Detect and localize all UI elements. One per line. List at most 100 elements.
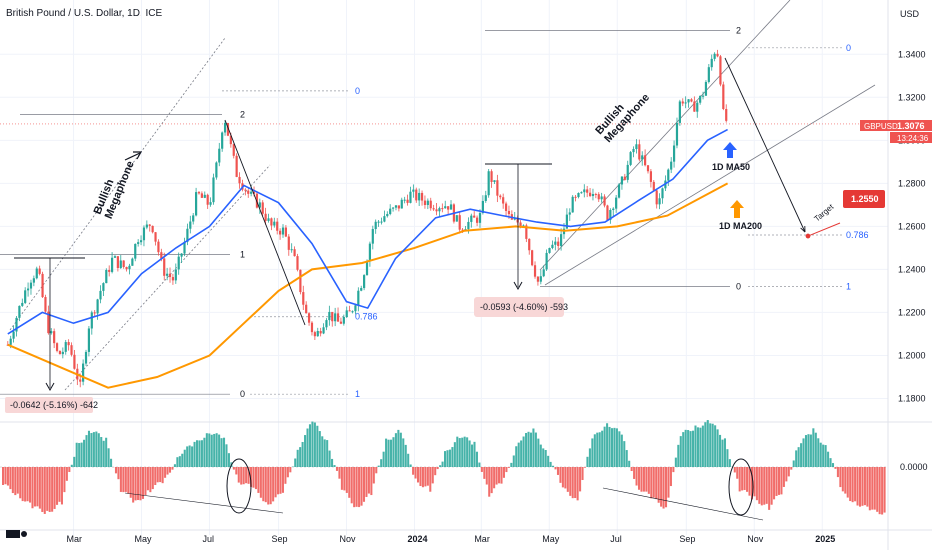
candle-body — [142, 227, 146, 241]
candle-body — [209, 202, 212, 205]
y-tick-label: 1.1800 — [898, 393, 926, 403]
histogram-bar — [436, 467, 439, 470]
histogram-bar — [308, 424, 311, 467]
histogram-bar — [205, 433, 208, 467]
histogram-bar — [11, 467, 14, 494]
candle-body — [284, 227, 287, 237]
candle-body — [594, 194, 597, 196]
histogram-bar — [269, 467, 272, 505]
histogram-bar — [834, 467, 837, 469]
candle-body — [180, 253, 183, 257]
histogram-bar — [191, 446, 194, 467]
divergence-line-2 — [602, 487, 764, 521]
candle-body — [12, 331, 15, 339]
candle-body — [391, 207, 395, 209]
candle-body — [229, 135, 232, 145]
histogram-bar — [591, 438, 594, 467]
histogram-bar — [146, 467, 149, 491]
candle-body — [707, 67, 710, 82]
candle-body — [41, 273, 44, 298]
candle-body — [64, 342, 67, 352]
candle-body — [713, 53, 716, 59]
ma200-label: 1D MA200 — [719, 221, 762, 231]
histogram-bar — [858, 467, 862, 507]
histogram-bar — [760, 467, 763, 506]
candle-body — [365, 261, 369, 276]
candle-body — [632, 149, 635, 153]
histogram-bar — [458, 438, 461, 467]
histogram-bar — [490, 467, 493, 494]
candle-body — [588, 192, 592, 197]
histogram-bar — [566, 467, 569, 492]
candle-body — [174, 269, 177, 281]
candle-body — [189, 221, 192, 229]
histogram-bar — [203, 437, 206, 467]
histogram-bar — [178, 456, 181, 467]
candle-body — [725, 108, 728, 121]
candle-body — [670, 161, 673, 170]
histogram-bar — [770, 467, 773, 505]
candle-body — [96, 299, 99, 314]
candle-body — [15, 317, 18, 332]
candle-body — [449, 204, 453, 210]
histogram-bar — [316, 425, 319, 467]
histogram-bar — [768, 467, 771, 510]
histogram-bar — [552, 465, 555, 467]
histogram-bar — [431, 467, 434, 484]
histogram-bar — [856, 467, 859, 506]
candle-body — [481, 200, 484, 214]
histogram-bar — [876, 467, 879, 512]
histogram-bar — [389, 439, 393, 467]
candle-body — [684, 102, 687, 104]
candle-body — [325, 320, 328, 328]
candle-body — [368, 243, 372, 262]
histogram-bar — [561, 467, 564, 488]
candle-body — [334, 313, 337, 322]
histogram-bar — [33, 467, 36, 507]
histogram-bar — [110, 458, 113, 467]
histogram-bar — [424, 467, 427, 487]
candle-body — [629, 152, 632, 165]
histogram-bar — [257, 467, 260, 493]
histogram-bar — [451, 447, 454, 467]
histogram-bar — [198, 440, 201, 467]
candle-body — [73, 354, 76, 369]
price-badge-symbol-bg — [860, 120, 932, 131]
histogram-bar — [814, 432, 817, 467]
histogram-bar — [839, 467, 842, 488]
candle-body — [38, 268, 41, 274]
histogram-bar — [498, 467, 501, 484]
target-connector — [807, 222, 841, 237]
candle-body — [557, 241, 560, 246]
histogram-bar — [279, 467, 282, 494]
fib1-label-0: 0 — [240, 389, 245, 399]
histogram-bar — [682, 432, 685, 467]
histogram-bar — [358, 467, 361, 508]
candle-body — [577, 193, 580, 198]
logo-dot — [21, 531, 27, 537]
histogram-bar — [488, 467, 491, 497]
candle-body — [221, 132, 224, 149]
histogram-bar — [704, 422, 707, 467]
histogram-bar — [377, 465, 380, 467]
megaphone-2-label: BullishMegaphone — [593, 84, 652, 145]
candle-body — [212, 177, 215, 203]
histogram-bar — [227, 453, 230, 467]
histogram-bar — [53, 467, 56, 509]
divergence-circle-2 — [728, 458, 754, 516]
histogram-bar — [522, 436, 525, 467]
fib2-ext-label-0786: 0.786 — [846, 230, 869, 240]
candle-body — [122, 260, 125, 268]
histogram-bar — [733, 467, 736, 473]
histogram-bar — [831, 463, 835, 467]
currency-label: USD — [900, 9, 920, 19]
histogram-bar — [866, 467, 869, 507]
histogram-bar — [633, 467, 636, 479]
candle-body — [55, 343, 59, 351]
histogram-bar — [684, 429, 687, 467]
histogram-bar — [19, 467, 22, 499]
histogram-bar — [183, 449, 186, 467]
candle-body — [357, 290, 360, 306]
candle-body — [722, 84, 725, 109]
